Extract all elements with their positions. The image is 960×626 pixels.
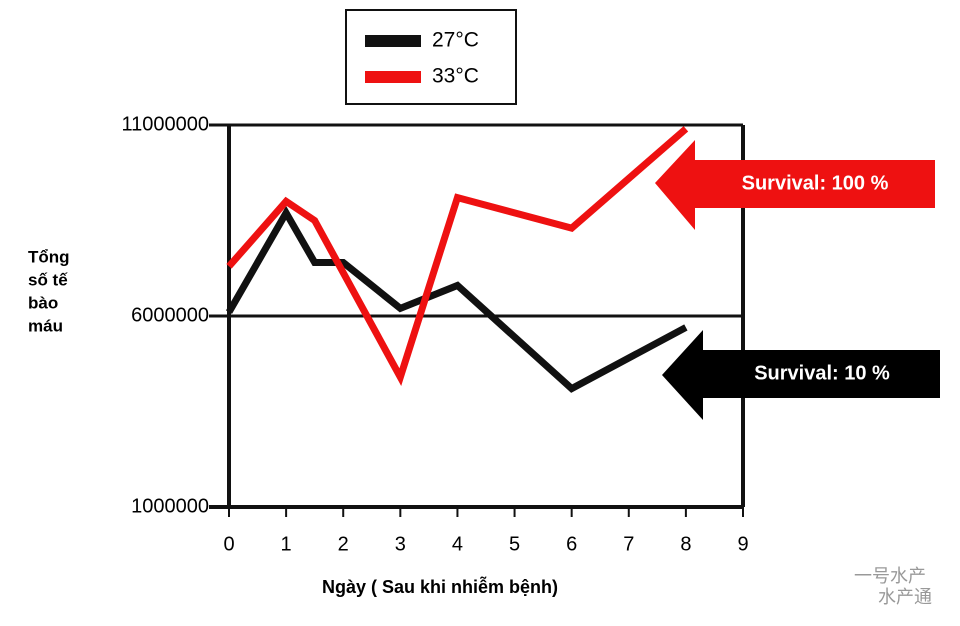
legend-label: 27°C xyxy=(432,29,479,52)
x-tick-label: 3 xyxy=(395,533,406,555)
watermark: 水产通 xyxy=(878,587,932,607)
y-axis-label: Tổng xyxy=(28,247,70,266)
y-tick-label: 11000000 xyxy=(122,113,210,135)
x-tick-label: 2 xyxy=(338,533,349,555)
legend-label: 33°C xyxy=(432,65,479,88)
x-tick-label: 0 xyxy=(223,533,234,555)
x-tick-label: 5 xyxy=(509,533,520,555)
legend-box xyxy=(345,9,517,105)
legend-swatch xyxy=(365,35,421,47)
legend-swatch xyxy=(365,71,421,83)
x-tick-label: 9 xyxy=(737,533,748,555)
y-tick-label: 6000000 xyxy=(131,304,209,326)
x-tick-label: 6 xyxy=(566,533,577,555)
x-axis-label: Ngày ( Sau khi nhiễm bệnh) xyxy=(322,576,558,597)
x-tick-label: 1 xyxy=(281,533,292,555)
y-axis-label: bào xyxy=(28,293,58,312)
x-tick-label: 7 xyxy=(623,533,634,555)
annotation: Survival: 10 % xyxy=(754,362,890,384)
y-tick-label: 1000000 xyxy=(131,495,209,517)
y-axis-label: số tế xyxy=(28,270,68,289)
y-axis-label: máu xyxy=(28,316,63,335)
arrow-red xyxy=(655,140,935,230)
x-tick-label: 4 xyxy=(452,533,463,555)
arrow-black xyxy=(662,330,940,420)
watermark: 一号水产 xyxy=(854,566,926,586)
line-series xyxy=(226,126,689,386)
annotation: Survival: 100 % xyxy=(742,172,889,194)
line-series xyxy=(225,205,688,393)
x-tick-label: 8 xyxy=(680,533,691,555)
